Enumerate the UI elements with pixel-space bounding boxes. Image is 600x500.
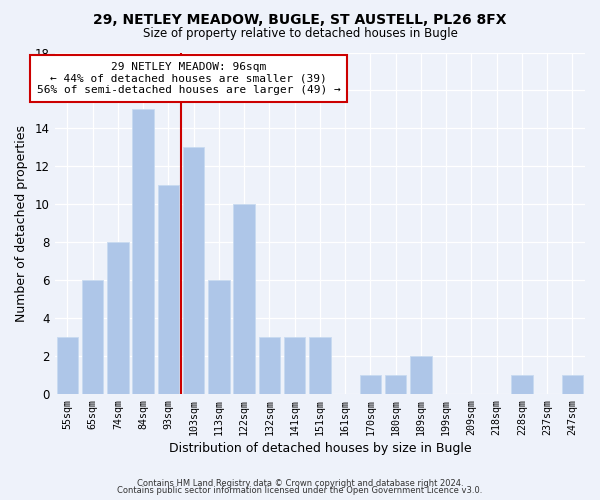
Bar xyxy=(183,148,205,394)
Bar xyxy=(284,337,305,394)
Bar xyxy=(309,337,331,394)
X-axis label: Distribution of detached houses by size in Bugle: Distribution of detached houses by size … xyxy=(169,442,471,455)
Text: Size of property relative to detached houses in Bugle: Size of property relative to detached ho… xyxy=(143,28,457,40)
Bar xyxy=(208,280,230,394)
Bar xyxy=(359,375,381,394)
Text: 29 NETLEY MEADOW: 96sqm
← 44% of detached houses are smaller (39)
56% of semi-de: 29 NETLEY MEADOW: 96sqm ← 44% of detache… xyxy=(37,62,340,95)
Bar xyxy=(385,375,406,394)
Bar xyxy=(259,337,280,394)
Bar xyxy=(107,242,128,394)
Bar xyxy=(410,356,431,394)
Y-axis label: Number of detached properties: Number of detached properties xyxy=(15,125,28,322)
Text: Contains public sector information licensed under the Open Government Licence v3: Contains public sector information licen… xyxy=(118,486,482,495)
Bar xyxy=(562,375,583,394)
Bar xyxy=(233,204,255,394)
Text: 29, NETLEY MEADOW, BUGLE, ST AUSTELL, PL26 8FX: 29, NETLEY MEADOW, BUGLE, ST AUSTELL, PL… xyxy=(93,12,507,26)
Bar xyxy=(158,186,179,394)
Text: Contains HM Land Registry data © Crown copyright and database right 2024.: Contains HM Land Registry data © Crown c… xyxy=(137,478,463,488)
Bar xyxy=(56,337,78,394)
Bar xyxy=(511,375,533,394)
Bar xyxy=(133,110,154,394)
Bar xyxy=(82,280,103,394)
